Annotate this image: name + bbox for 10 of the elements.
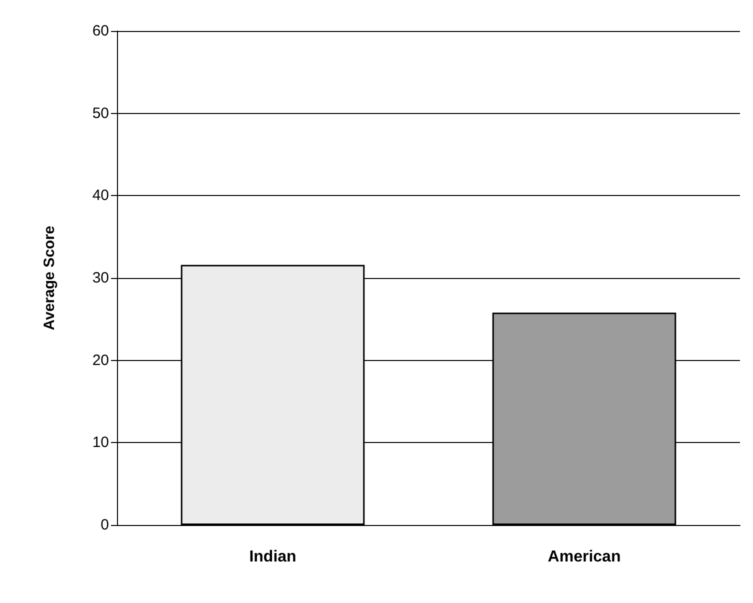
x-tick-label: Indian xyxy=(249,548,296,566)
y-tick-label: 20 xyxy=(92,352,109,369)
y-tick-label: 50 xyxy=(92,104,109,122)
y-tick-label: 60 xyxy=(92,22,109,40)
x-tick-label: American xyxy=(548,548,621,566)
y-tick-label: 10 xyxy=(92,434,109,452)
y-tick-label: 30 xyxy=(92,270,109,286)
y-tick-label: 0 xyxy=(100,516,109,534)
y-tick-label: 40 xyxy=(92,187,109,204)
y-axis-title: Average Score xyxy=(41,226,58,330)
